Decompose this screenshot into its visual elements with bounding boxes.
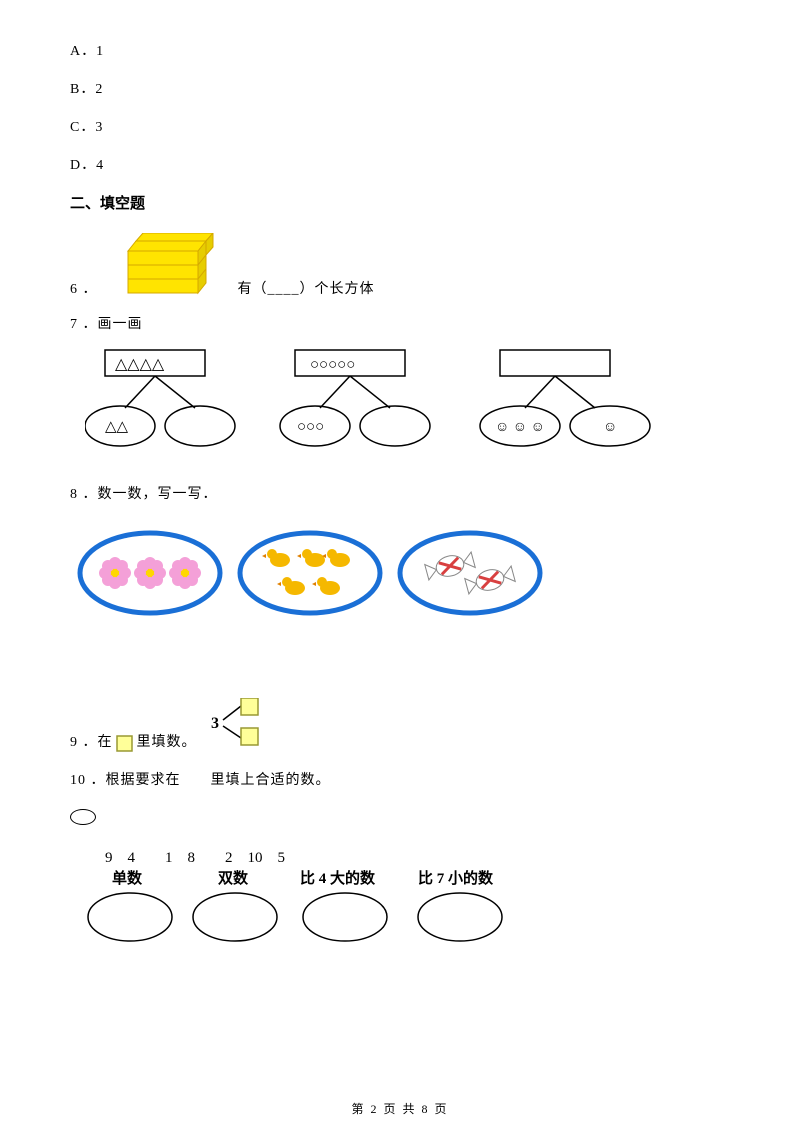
q10-text: 10 ．根据要求在 里填上合适的数。	[70, 769, 730, 789]
triangles-top: △△△△	[115, 356, 165, 373]
q10-numbers: 9 4 1 8 2 10 5	[105, 850, 285, 866]
q7-diagram: △△△△ △△ ○○○○○ ○○○ ☺ ☺ ☺ ☺	[85, 348, 730, 458]
svg-text:3: 3	[211, 715, 219, 732]
q9-prefix: 9 ．在	[70, 731, 113, 751]
q8-text: 8 ．数一数，写一写．	[70, 483, 730, 503]
option-c: C．3	[70, 116, 730, 136]
q10-label-2: 比 4 大的数	[300, 869, 376, 887]
page-footer: 第 2 页 共 8 页	[0, 1100, 800, 1117]
triangles-left: △△	[105, 419, 129, 435]
q9-tree-icon: 3	[205, 698, 265, 751]
option-d: D．4	[70, 154, 730, 174]
box-icon	[116, 735, 134, 753]
circles-top: ○○○○○	[310, 357, 355, 373]
question-6: 6 ． 有（____）个长方体	[70, 233, 730, 298]
ducks-group	[262, 549, 350, 595]
q10-label-1: 双数	[218, 869, 249, 887]
q7-text: 7 ．画一画	[70, 313, 730, 333]
q10-label-0: 单数	[112, 869, 143, 887]
candies-group	[424, 550, 516, 596]
q9-suffix: 里填数。	[137, 731, 197, 751]
q6-num: 6 ．	[70, 278, 98, 298]
cuboid-icon	[118, 233, 218, 303]
oval-icon	[70, 809, 96, 825]
q6-text: 有（____）个长方体	[238, 278, 375, 298]
question-9: 9 ．在 里填数。 3	[70, 698, 730, 751]
flowers-group	[99, 557, 201, 589]
circles-left: ○○○	[297, 419, 324, 435]
q10-diagram: 9 4 1 8 2 10 5 单数 双数 比 4 大的数 比 7 小的数	[70, 847, 730, 952]
option-b: B．2	[70, 78, 730, 98]
smileys-right: ☺	[603, 420, 617, 435]
section-title: 二、填空题	[70, 192, 730, 213]
option-a: A．1	[70, 40, 730, 60]
q8-diagram	[75, 518, 730, 638]
smileys-left: ☺ ☺ ☺	[495, 420, 545, 435]
q10-label-3: 比 7 小的数	[418, 869, 494, 887]
